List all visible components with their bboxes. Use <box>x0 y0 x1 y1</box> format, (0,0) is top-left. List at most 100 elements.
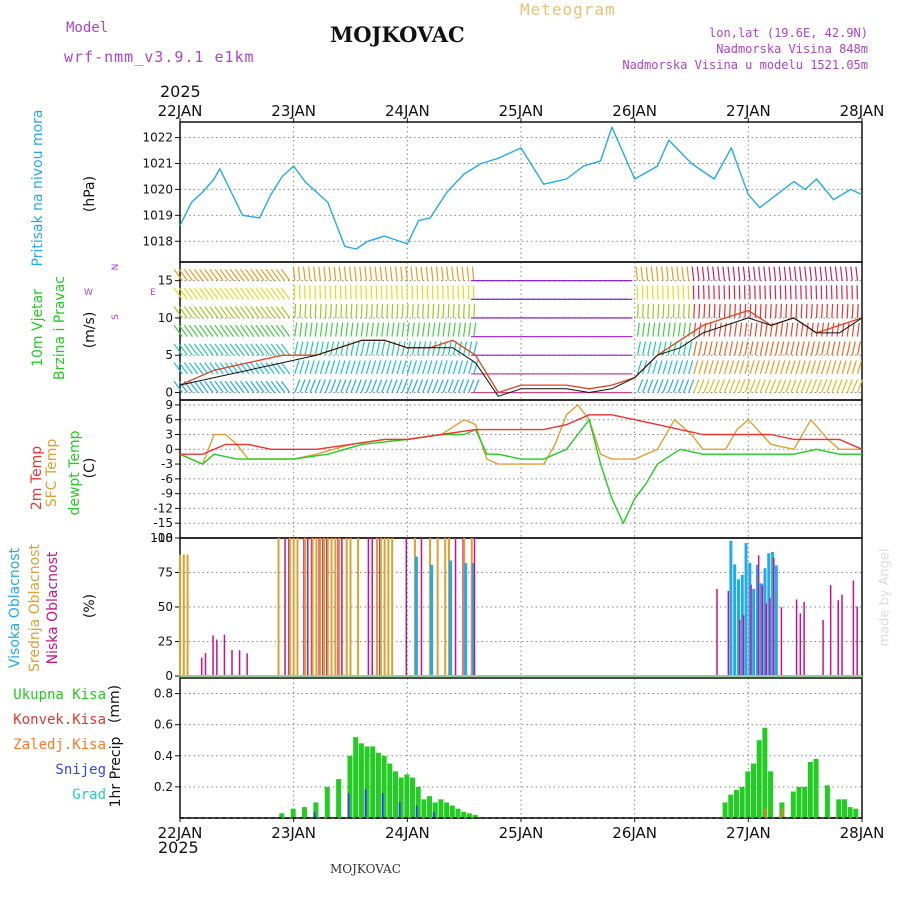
wind-barb <box>370 379 378 393</box>
wind-barb <box>294 322 298 337</box>
wind-barb <box>841 303 844 318</box>
wind-barb <box>391 360 397 375</box>
wind-compass-w: W <box>84 288 93 298</box>
wind-barb <box>652 322 656 337</box>
wind-barb <box>379 266 383 281</box>
wind-barb <box>691 266 695 281</box>
wind-barb <box>734 379 741 393</box>
low-cloud-bar <box>738 619 741 676</box>
wind-barb <box>245 380 255 393</box>
wind-barb <box>183 268 193 282</box>
wind-barb <box>234 362 245 375</box>
wind-barb <box>183 287 193 300</box>
x-axis-label-bottom: 22JAN <box>158 824 203 842</box>
wind-barb <box>841 322 845 337</box>
wind-barb <box>324 303 327 318</box>
wind-barb <box>655 266 659 281</box>
wind-barb <box>313 266 316 281</box>
wind-barb <box>452 341 457 356</box>
wind-barb <box>836 341 841 356</box>
y-tick-label: -9 <box>161 487 173 501</box>
precip-bar <box>841 799 847 818</box>
wind-barb <box>826 303 829 318</box>
wind-barb <box>214 324 224 337</box>
wind-barb <box>836 379 843 393</box>
wind-barb <box>457 341 462 356</box>
mid-cloud-bar <box>330 538 333 676</box>
wind-barb <box>768 266 772 281</box>
y-tick-label: 1021 <box>142 156 173 170</box>
wind-barb <box>790 322 794 337</box>
wind-barb <box>240 380 250 393</box>
precip-bar <box>324 786 330 818</box>
wind-barb <box>204 287 214 300</box>
wind-barb <box>657 360 663 375</box>
wind-barb <box>834 266 838 281</box>
wind-barb <box>386 379 393 393</box>
high-cloud-bar <box>733 564 737 676</box>
mid-cloud-bar <box>322 538 325 676</box>
wind-barb <box>856 341 861 356</box>
wind-barb <box>657 322 661 337</box>
coords: lon,lat (19.6E, 42.9N) <box>709 26 868 40</box>
wind-barb <box>805 303 808 318</box>
precip-bar <box>427 796 433 818</box>
mid-cloud-bar <box>186 554 189 676</box>
wind-barb <box>350 322 354 337</box>
low-cloud-bar <box>803 602 805 676</box>
wind-barb <box>255 287 265 300</box>
wind-barb <box>764 379 772 393</box>
wind-barb <box>432 379 439 393</box>
wind-barb <box>355 303 358 318</box>
snow-bar <box>398 801 401 818</box>
wind-barb <box>657 303 660 318</box>
wind-barb <box>173 362 183 375</box>
wind-barb <box>370 341 376 356</box>
high-cloud-bar <box>471 563 475 676</box>
wind-barb <box>636 360 643 375</box>
wind-barb <box>422 360 428 375</box>
wind-barb <box>682 303 685 318</box>
x-axis-label-bottom: 27JAN <box>726 824 771 842</box>
wind-barb <box>728 341 734 356</box>
wind-barb <box>810 303 813 318</box>
wind-barb <box>265 362 275 375</box>
wind-barb <box>657 341 662 356</box>
y-tick-label: -15 <box>153 516 173 530</box>
wind-barb <box>219 268 229 282</box>
wind-barb <box>324 379 332 393</box>
wind-barb <box>340 341 345 356</box>
wind-barb <box>360 322 364 337</box>
y-tick-label: 0 <box>165 386 173 400</box>
wind-barb <box>340 379 347 393</box>
wind-barb <box>173 380 183 393</box>
wind-barb <box>775 303 777 318</box>
wind-barb <box>229 268 240 282</box>
wind-barb <box>809 266 813 281</box>
wind-barb <box>260 287 270 300</box>
precip-bar <box>824 785 830 818</box>
wind-barb <box>739 379 746 393</box>
precip-bar <box>336 779 342 818</box>
low-cloud-bar <box>757 555 760 676</box>
wind-barb <box>309 360 315 375</box>
wind-barb <box>430 266 434 281</box>
wind-barb <box>744 341 749 356</box>
wind-barb <box>350 360 356 375</box>
wind-barb <box>435 266 439 281</box>
wind-barb <box>647 341 652 356</box>
wind-barb <box>795 341 800 356</box>
mid-cloud-bar <box>304 538 307 676</box>
wind-barb <box>647 360 653 375</box>
wind-barb <box>370 322 374 337</box>
y-tick-label: 0.8 <box>154 687 173 701</box>
wind-barb <box>294 341 299 356</box>
wind-barb <box>815 303 818 318</box>
wind-barb <box>855 266 859 281</box>
wind-barb <box>396 341 401 356</box>
wind-barb <box>785 322 789 337</box>
precip-bar <box>733 790 739 818</box>
low-cloud-bar <box>462 538 464 676</box>
wind-barb <box>821 341 826 356</box>
low-cloud-bar <box>216 639 218 676</box>
